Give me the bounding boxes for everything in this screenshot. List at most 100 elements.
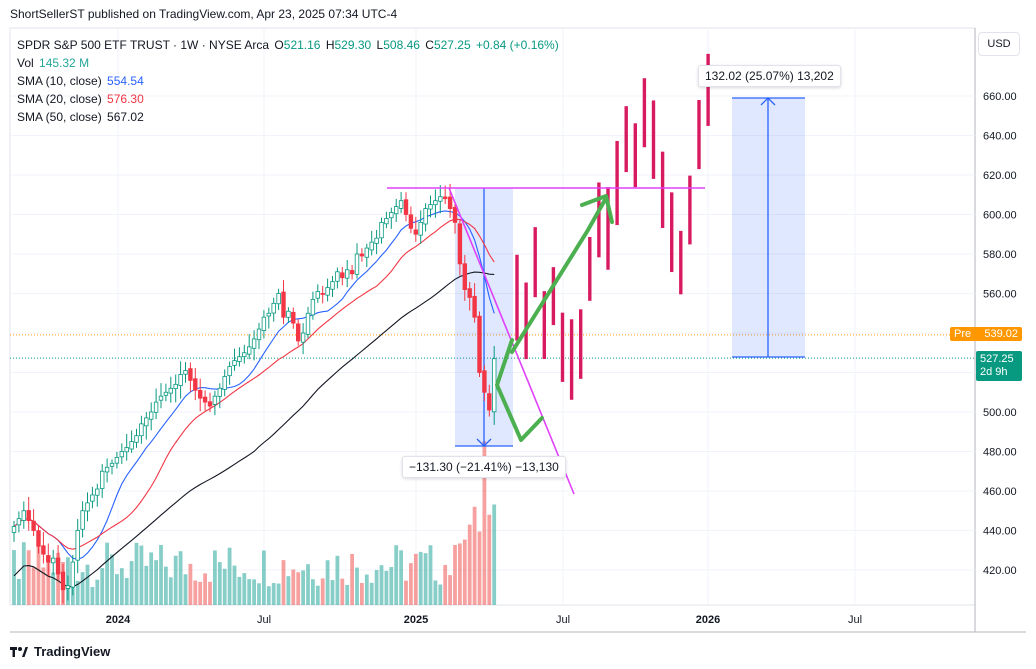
volume-bar — [41, 567, 46, 605]
volume-bar — [46, 558, 51, 605]
candle-body — [41, 545, 46, 555]
pre-market-tag: Pre 539.02 — [950, 327, 1022, 341]
candle-body — [124, 447, 129, 453]
candle — [144, 411, 149, 440]
price-tick: 480.00 — [983, 447, 1017, 459]
candle-body — [134, 435, 139, 443]
candle — [26, 496, 31, 531]
candle-body — [119, 451, 124, 458]
drawings[interactable] — [387, 187, 705, 495]
countdown: 2d 9h — [980, 366, 1008, 378]
volume-bar — [124, 577, 129, 605]
projection-candle — [524, 282, 528, 360]
volume-bar — [443, 564, 448, 605]
volume-bar — [399, 550, 403, 605]
candle — [256, 322, 262, 350]
projection-candle — [688, 175, 692, 245]
arrow-head-down-icon — [476, 438, 492, 447]
volume-bar — [409, 563, 413, 605]
volume-bar — [80, 572, 85, 605]
candle — [389, 207, 394, 229]
tradingview-logo[interactable]: TradingView — [10, 644, 110, 659]
measure-label-down[interactable]: −131.30 (−21.41%) −13,130 — [402, 456, 566, 478]
volume-bar — [438, 584, 443, 605]
volume-bar — [85, 564, 90, 605]
pre-value: 539.02 — [984, 328, 1018, 340]
volume-bar — [26, 550, 31, 605]
candle-body — [472, 295, 477, 318]
volume-bar — [286, 576, 291, 605]
candle — [134, 428, 139, 448]
volume-bar — [36, 545, 41, 605]
arrow-head-up-icon — [760, 97, 776, 106]
candle-body — [21, 510, 26, 521]
currency-label: USD — [987, 38, 1011, 50]
symbol-name: SPDR S&P 500 ETF TRUST · 1W · NYSE Arca — [17, 38, 270, 52]
volume-bar — [75, 580, 80, 605]
legend: SPDR S&P 500 ETF TRUST · 1W · NYSE Arca … — [17, 36, 561, 126]
indicator-label: SMA (50, close) — [17, 110, 102, 124]
volume-bar — [369, 582, 374, 605]
candle — [237, 347, 242, 367]
volume-bar — [335, 555, 340, 605]
volume-bar — [330, 580, 335, 605]
measure-label-up[interactable]: 132.02 (25.07%) 13,202 — [698, 65, 841, 87]
volume-bar — [433, 580, 438, 605]
candle — [413, 216, 418, 242]
measure-boxes[interactable] — [455, 97, 805, 447]
close-value: 527.25 — [433, 38, 471, 52]
indicator-row[interactable]: SMA (10, close) 554.54 — [17, 72, 561, 90]
candle-body — [31, 520, 36, 531]
volume-bar — [51, 572, 56, 605]
candle — [70, 554, 75, 596]
candle-body — [457, 223, 463, 265]
candle — [183, 362, 188, 383]
candle — [349, 265, 355, 280]
candle-body — [227, 366, 232, 377]
volume-bar — [482, 441, 487, 605]
candle — [75, 519, 80, 574]
candle-body — [197, 389, 203, 399]
candle — [340, 266, 345, 286]
candle-body — [477, 315, 482, 373]
candle — [462, 254, 467, 301]
candle — [31, 509, 36, 537]
candle — [374, 229, 379, 255]
low-label: L — [376, 38, 384, 52]
candle-body — [36, 530, 41, 547]
indicator-row[interactable]: Vol 145.32 M — [17, 54, 561, 72]
volume-bar — [129, 561, 134, 605]
candle-body — [158, 395, 164, 401]
candle — [227, 361, 232, 385]
indicator-value: 576.30 — [107, 92, 144, 106]
candle-body — [237, 356, 242, 362]
candle — [359, 248, 365, 262]
volume-bar — [423, 553, 428, 605]
candle — [178, 361, 183, 399]
volume-bar — [325, 560, 330, 605]
candle-body — [393, 206, 399, 215]
projection-candle — [651, 100, 656, 179]
candle-body — [428, 204, 433, 210]
candle-body — [11, 526, 17, 533]
volume-bar — [247, 579, 252, 605]
indicator-value: 567.02 — [107, 110, 144, 124]
indicator-row[interactable]: SMA (50, close) 567.02 — [17, 108, 561, 126]
candle-body — [369, 241, 374, 251]
candle-body — [75, 530, 80, 561]
volume-bar — [193, 580, 198, 605]
indicator-row[interactable]: SMA (20, close) 576.30 — [17, 90, 561, 108]
candle-body — [349, 270, 355, 275]
volume-bar — [213, 550, 217, 605]
candle — [168, 376, 173, 403]
volume-bar — [271, 583, 276, 605]
candle — [271, 297, 276, 322]
candle — [320, 285, 325, 304]
symbol-row: SPDR S&P 500 ETF TRUST · 1W · NYSE Arca … — [17, 36, 561, 54]
currency-button[interactable]: USD — [978, 32, 1020, 56]
candle-body — [251, 338, 257, 349]
sma-20-line — [13, 218, 495, 550]
candle — [124, 433, 129, 461]
candle-body — [163, 391, 169, 396]
